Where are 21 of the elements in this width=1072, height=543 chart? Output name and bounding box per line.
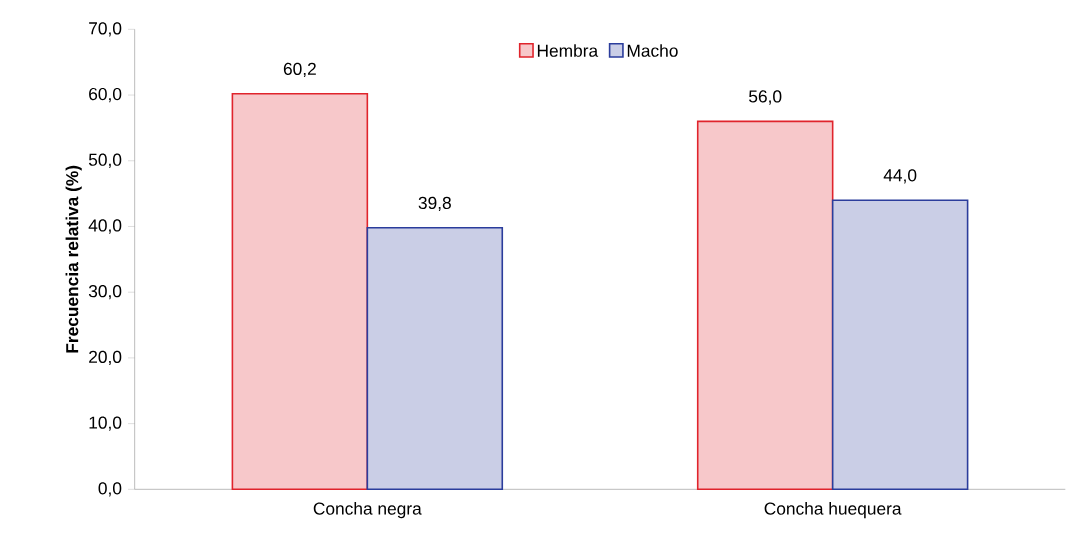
x-tick-label: Concha huequera [764, 502, 902, 519]
data-label: 39,8 [418, 196, 451, 212]
bar [231, 93, 369, 491]
y-tick-label: 0,0 [98, 482, 122, 497]
y-tick-label: 30,0 [88, 285, 122, 300]
data-label: 60,2 [283, 62, 316, 78]
legend-label: Hembra [537, 44, 599, 58]
legend-label: Macho [627, 44, 678, 58]
bar [831, 199, 969, 491]
y-tick-label: 60,0 [89, 88, 122, 103]
y-tick-label: 20,0 [89, 350, 122, 366]
y-tick-label: 70,0 [89, 22, 122, 37]
bar [366, 227, 504, 491]
y-tick-label: 40,0 [88, 219, 122, 234]
y-tick-label: 10,0 [89, 416, 122, 431]
y-tick-label: 50,0 [88, 153, 122, 169]
y-axis-title: Frecuencia relativa (%) [65, 165, 82, 353]
data-label: 44,0 [883, 169, 917, 184]
data-label: 56,0 [749, 90, 782, 105]
bar [696, 120, 834, 491]
x-tick-label: Concha negra [313, 502, 422, 519]
